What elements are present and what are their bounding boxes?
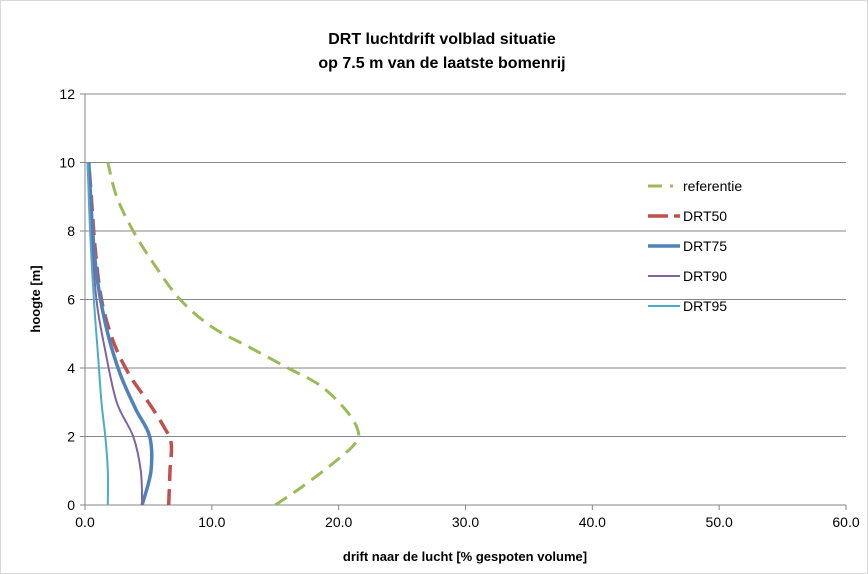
legend-label-drt75: DRT75 <box>683 238 727 254</box>
y-tick-labels: 0 2 4 6 8 10 12 <box>59 86 75 513</box>
y-tick-label: 10 <box>59 155 75 171</box>
y-tick-label: 6 <box>67 292 75 308</box>
x-tick-label: 60.0 <box>832 514 859 530</box>
y-tick-label: 4 <box>67 360 75 376</box>
axes <box>80 94 846 510</box>
legend: referentie DRT50 DRT75 DRT90 DRT95 <box>648 178 742 314</box>
legend-label-drt95: DRT95 <box>683 298 727 314</box>
series-lines <box>88 163 359 506</box>
series-line-referentie <box>108 163 359 506</box>
y-tick-label: 2 <box>67 429 75 445</box>
y-tick-label: 12 <box>59 86 75 102</box>
x-tick-label: 40.0 <box>579 514 606 530</box>
legend-label-referentie: referentie <box>683 178 742 194</box>
chart-title-line-2: op 7.5 m van de laatste bomenrij <box>318 55 565 72</box>
x-axis-label: drift naar de lucht [% gespoten volume] <box>343 549 587 564</box>
x-tick-label: 10.0 <box>198 514 225 530</box>
x-tick-label: 30.0 <box>452 514 479 530</box>
x-tick-label: 50.0 <box>706 514 733 530</box>
legend-label-drt90: DRT90 <box>683 268 727 284</box>
y-tick-label: 0 <box>67 497 75 513</box>
gridlines <box>85 94 846 437</box>
x-tick-labels: 0.0 10.0 20.0 30.0 40.0 50.0 60.0 <box>75 514 860 530</box>
x-tick-label: 0.0 <box>75 514 95 530</box>
series-line-drt75 <box>89 163 152 506</box>
chart-title-line-1: DRT luchtdrift volblad situatie <box>328 31 556 48</box>
y-axis-label: hoogte [m] <box>28 265 43 332</box>
y-tick-label: 8 <box>67 223 75 239</box>
legend-label-drt50: DRT50 <box>683 208 727 224</box>
x-tick-label: 20.0 <box>325 514 352 530</box>
